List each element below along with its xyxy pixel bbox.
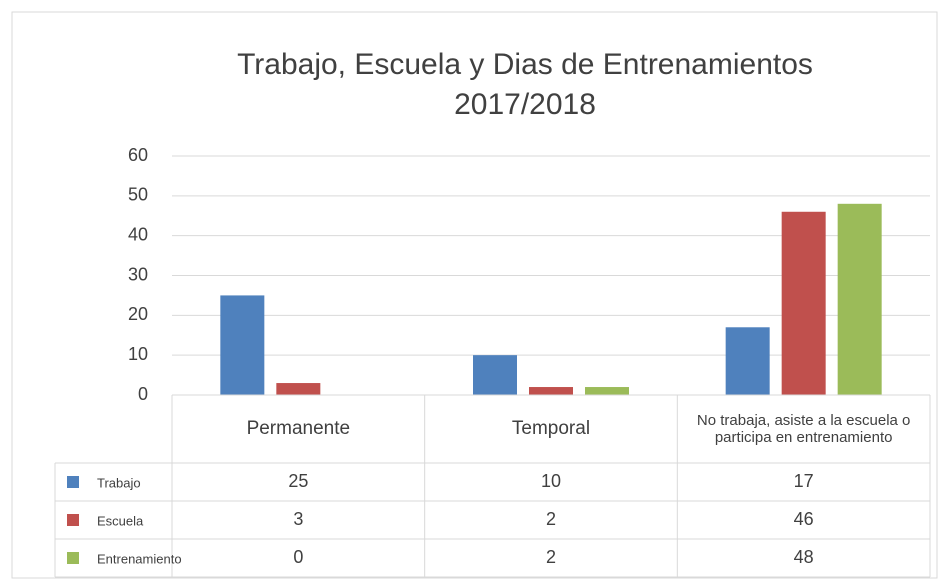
bar (529, 387, 573, 395)
legend-label: Escuela (97, 513, 144, 528)
category-cell: Temporal (511, 418, 591, 439)
legend-swatch (67, 552, 79, 564)
bar (781, 211, 826, 395)
bar (585, 387, 629, 395)
legend-label: Entrenamiento (97, 551, 182, 566)
x-tick-label: No trabaja, asiste a la escuela o partic… (696, 412, 911, 446)
table-value: 46 (794, 509, 814, 529)
bar (276, 383, 321, 395)
x-tick-label: Temporal (511, 418, 591, 439)
legend-swatch (67, 514, 79, 526)
y-tick-label: 40 (128, 224, 148, 244)
bar (473, 355, 517, 395)
legend-label: Trabajo (97, 475, 141, 490)
chart-title: Trabajo, Escuela y Dias de Entrenamiento… (237, 48, 813, 121)
table-value: 10 (541, 471, 561, 491)
y-tick-label: 10 (128, 344, 148, 364)
table-value: 48 (794, 547, 814, 567)
y-tick-label: 60 (128, 145, 148, 165)
y-tick-label: 30 (128, 264, 148, 284)
table-value: 0 (293, 547, 303, 567)
category-cell: Permanente (246, 418, 351, 439)
y-tick-label: 0 (138, 384, 148, 404)
y-tick-label: 50 (128, 185, 148, 205)
bar (220, 295, 265, 395)
category-cell: No trabaja, asiste a la escuela o partic… (696, 412, 911, 446)
x-tick-label: Permanente (246, 418, 351, 439)
table-value: 2 (546, 509, 556, 529)
y-tick-label: 20 (128, 304, 148, 324)
table-value: 25 (288, 471, 308, 491)
bar (725, 327, 770, 395)
table-value: 3 (293, 509, 303, 529)
table-value: 2 (546, 547, 556, 567)
legend-swatch (67, 476, 79, 488)
table-value: 17 (794, 471, 814, 491)
bar (837, 203, 882, 395)
